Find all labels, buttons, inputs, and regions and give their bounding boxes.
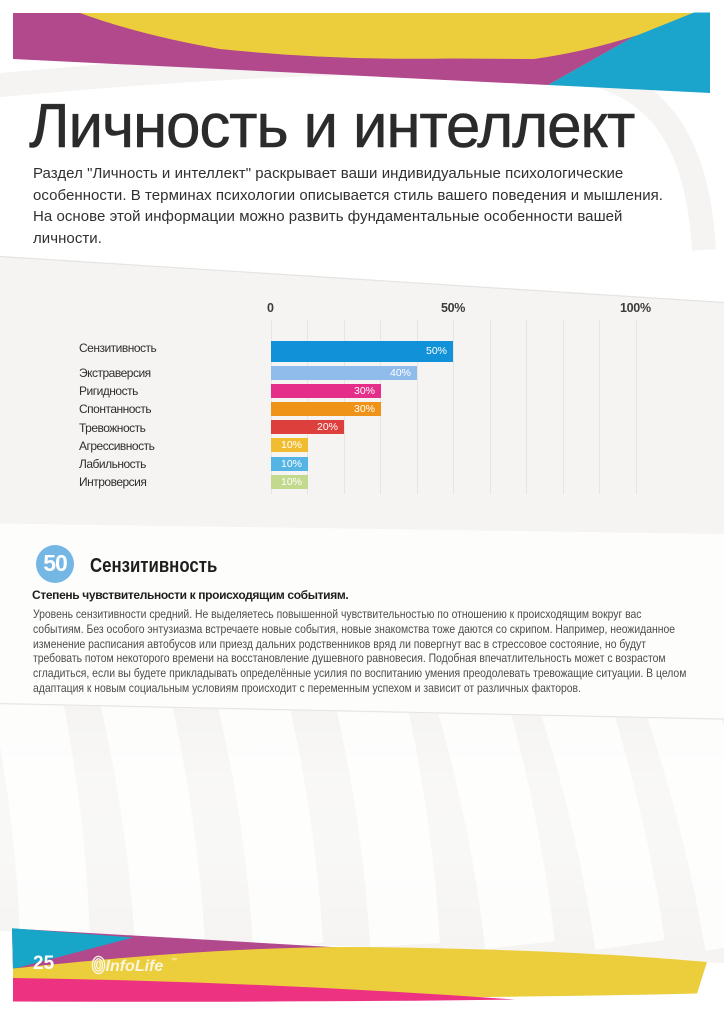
svg-text:™: ™ xyxy=(171,957,177,964)
svg-text:InfoLife: InfoLife xyxy=(106,958,164,975)
